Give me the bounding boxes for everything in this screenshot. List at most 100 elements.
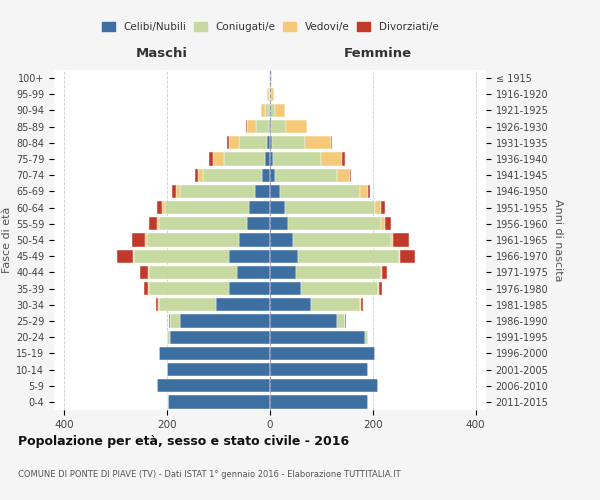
Bar bbox=[250, 201, 270, 214]
Bar bbox=[268, 88, 269, 101]
Bar bbox=[180, 314, 270, 328]
Bar bbox=[288, 217, 380, 230]
Bar bbox=[149, 282, 229, 295]
Bar bbox=[246, 120, 247, 134]
Bar bbox=[394, 234, 409, 246]
Bar bbox=[337, 314, 344, 328]
Bar bbox=[270, 379, 378, 392]
Bar bbox=[227, 136, 229, 149]
Bar bbox=[203, 168, 262, 182]
Bar bbox=[148, 266, 149, 279]
Bar bbox=[247, 217, 270, 230]
Bar bbox=[368, 185, 370, 198]
Bar bbox=[216, 298, 270, 312]
Bar bbox=[132, 234, 145, 246]
Bar bbox=[224, 152, 265, 166]
Bar bbox=[275, 104, 286, 117]
Bar bbox=[196, 168, 198, 182]
Bar bbox=[157, 217, 160, 230]
Bar bbox=[236, 266, 270, 279]
Bar bbox=[272, 152, 322, 166]
Bar bbox=[169, 314, 170, 328]
Bar bbox=[270, 282, 301, 295]
Bar bbox=[157, 379, 270, 392]
Bar bbox=[261, 104, 265, 117]
Bar bbox=[378, 282, 379, 295]
Bar bbox=[157, 201, 162, 214]
Bar bbox=[172, 185, 176, 198]
Bar bbox=[360, 185, 368, 198]
Bar bbox=[270, 298, 311, 312]
Bar bbox=[247, 120, 256, 134]
Bar bbox=[180, 185, 254, 198]
Bar bbox=[265, 104, 269, 117]
Bar bbox=[168, 396, 270, 408]
Bar bbox=[270, 346, 376, 360]
Bar bbox=[344, 314, 346, 328]
Bar bbox=[160, 217, 247, 230]
Bar bbox=[342, 152, 344, 166]
Bar bbox=[270, 396, 368, 408]
Bar bbox=[270, 363, 368, 376]
Bar bbox=[298, 250, 398, 263]
Bar bbox=[145, 234, 146, 246]
Legend: Celibi/Nubili, Coniugati/e, Vedovi/e, Divorziati/e: Celibi/Nubili, Coniugati/e, Vedovi/e, Di… bbox=[97, 18, 443, 36]
Bar bbox=[398, 250, 400, 263]
Text: Maschi: Maschi bbox=[136, 48, 188, 60]
Bar bbox=[209, 152, 214, 166]
Bar bbox=[158, 298, 160, 312]
Bar bbox=[270, 250, 298, 263]
Bar bbox=[140, 266, 148, 279]
Bar bbox=[229, 136, 239, 149]
Bar bbox=[331, 136, 332, 149]
Bar bbox=[229, 250, 270, 263]
Bar bbox=[270, 234, 293, 246]
Text: Femmine: Femmine bbox=[344, 48, 412, 60]
Bar bbox=[134, 250, 229, 263]
Text: COMUNE DI PONTE DI PIAVE (TV) - Dati ISTAT 1° gennaio 2016 - Elaborazione TUTTIT: COMUNE DI PONTE DI PIAVE (TV) - Dati IST… bbox=[18, 470, 401, 479]
Bar bbox=[337, 168, 350, 182]
Bar bbox=[170, 314, 180, 328]
Bar bbox=[350, 168, 351, 182]
Bar bbox=[271, 72, 272, 85]
Bar bbox=[365, 330, 368, 344]
Bar bbox=[162, 201, 164, 214]
Bar bbox=[296, 266, 380, 279]
Bar bbox=[280, 185, 360, 198]
Bar bbox=[270, 104, 275, 117]
Bar bbox=[149, 217, 157, 230]
Bar bbox=[360, 298, 361, 312]
Bar bbox=[160, 346, 270, 360]
Bar bbox=[270, 314, 337, 328]
Bar bbox=[286, 201, 376, 214]
Bar bbox=[198, 168, 203, 182]
Bar bbox=[286, 120, 307, 134]
Bar bbox=[380, 266, 382, 279]
Bar bbox=[270, 217, 288, 230]
Bar bbox=[149, 266, 236, 279]
Bar bbox=[385, 217, 391, 230]
Bar bbox=[117, 250, 133, 263]
Bar bbox=[167, 330, 170, 344]
Bar bbox=[254, 185, 270, 198]
Bar bbox=[376, 201, 380, 214]
Bar bbox=[270, 152, 272, 166]
Bar bbox=[176, 185, 180, 198]
Y-axis label: Anni di nascita: Anni di nascita bbox=[553, 198, 563, 281]
Bar bbox=[160, 298, 216, 312]
Bar bbox=[262, 168, 270, 182]
Bar bbox=[229, 282, 270, 295]
Bar bbox=[144, 282, 148, 295]
Bar bbox=[156, 298, 158, 312]
Bar bbox=[164, 201, 250, 214]
Bar bbox=[170, 330, 270, 344]
Bar bbox=[391, 234, 394, 246]
Bar bbox=[146, 234, 239, 246]
Bar bbox=[361, 298, 362, 312]
Bar bbox=[269, 120, 270, 134]
Bar bbox=[380, 201, 385, 214]
Bar bbox=[270, 185, 280, 198]
Bar bbox=[268, 136, 270, 149]
Bar bbox=[148, 282, 149, 295]
Bar bbox=[271, 88, 274, 101]
